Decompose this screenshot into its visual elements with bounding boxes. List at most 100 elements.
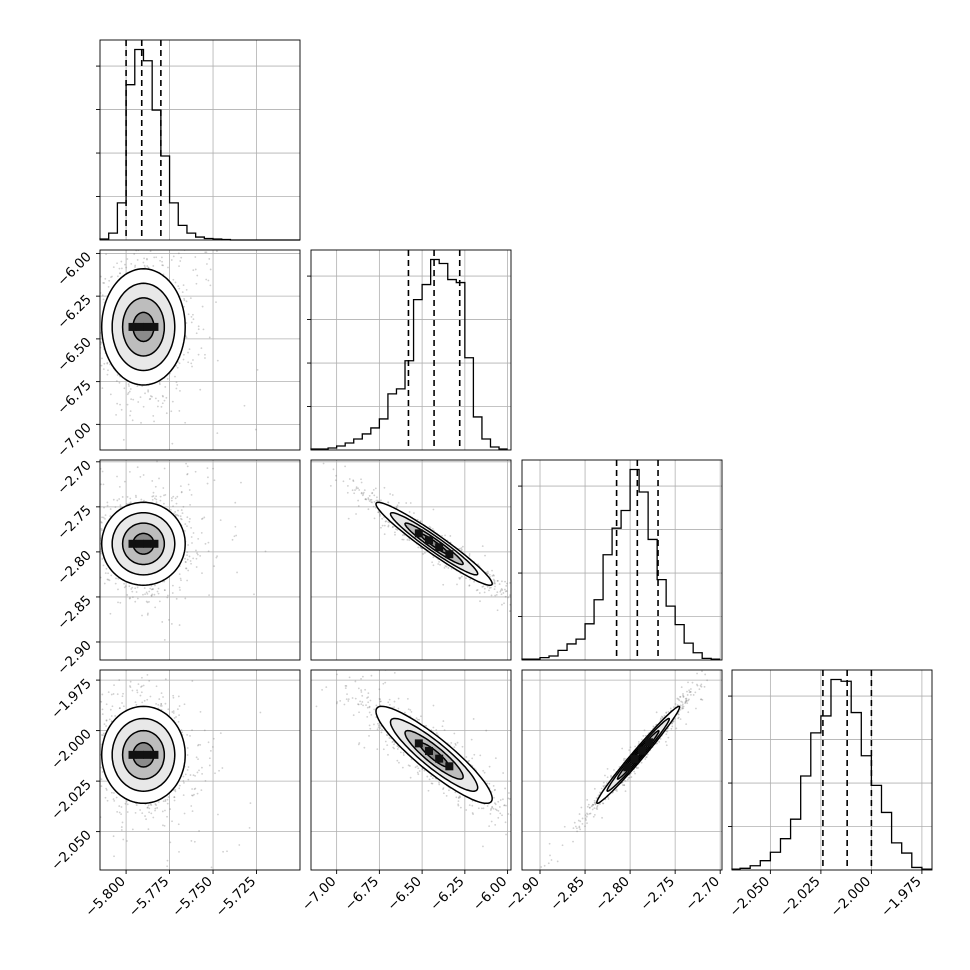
- sample-point: [96, 288, 98, 290]
- sample-point: [154, 803, 157, 805]
- sample-point: [173, 717, 176, 719]
- panel-frame: [310, 249, 512, 451]
- sample-point: [481, 586, 484, 588]
- sample-point: [208, 336, 211, 339]
- sample-point: [199, 388, 202, 391]
- sample-point: [101, 387, 104, 390]
- sample-point: [126, 840, 128, 842]
- sample-point: [560, 640, 562, 642]
- sample-point: [123, 582, 125, 585]
- sample-point: [100, 778, 103, 781]
- sample-point: [103, 506, 105, 509]
- sample-point: [90, 380, 92, 382]
- sample-point: [196, 792, 199, 795]
- sample-point: [93, 517, 95, 519]
- panel-frame: [99, 39, 301, 241]
- sample-point: [105, 567, 108, 570]
- sample-point: [178, 714, 180, 717]
- sample-point: [105, 475, 107, 477]
- sample-point: [88, 707, 90, 709]
- sample-point: [131, 419, 134, 422]
- sample-point: [118, 485, 121, 488]
- sample-point: [104, 572, 107, 575]
- sample-point: [458, 576, 461, 579]
- sample-point: [163, 580, 166, 583]
- sample-point: [408, 539, 411, 542]
- scatter-panel-0-1: [69, 249, 301, 477]
- sample-point: [119, 601, 122, 604]
- sample-point: [148, 811, 150, 814]
- sample-point: [206, 263, 208, 265]
- sample-point: [496, 609, 499, 612]
- sample-point: [96, 363, 98, 365]
- sample-point: [216, 432, 219, 435]
- sample-point: [199, 555, 202, 557]
- sample-point: [216, 555, 219, 558]
- sample-point: [201, 517, 204, 520]
- sample-point: [184, 773, 187, 776]
- sample-point: [164, 493, 167, 496]
- sample-point: [186, 473, 189, 475]
- sample-point: [189, 297, 192, 300]
- sample-point: [215, 301, 217, 304]
- sample-point: [499, 590, 502, 593]
- sample-point: [401, 538, 404, 541]
- sample-point: [174, 375, 176, 378]
- sample-point: [108, 718, 111, 721]
- sample-point: [160, 405, 163, 408]
- sample-point: [104, 277, 107, 280]
- sample-point: [444, 565, 447, 567]
- sample-point: [131, 590, 134, 593]
- sample-point: [180, 256, 183, 259]
- sample-point: [155, 703, 158, 705]
- sample-point: [177, 285, 180, 288]
- sample-point: [146, 257, 148, 260]
- sample-point: [535, 630, 537, 632]
- sample-point: [143, 264, 146, 267]
- sample-point: [456, 583, 458, 586]
- sample-point: [206, 650, 208, 652]
- sample-point: [154, 485, 157, 488]
- sample-point: [301, 450, 303, 452]
- sample-point: [103, 282, 106, 284]
- sample-point: [537, 595, 539, 597]
- sample-point: [367, 508, 370, 511]
- histogram-step: [731, 678, 932, 870]
- sample-point: [69, 376, 71, 378]
- sample-point: [597, 650, 599, 652]
- sample-point: [357, 487, 359, 490]
- panel-frame: [99, 249, 301, 451]
- sample-point: [531, 617, 533, 619]
- sample-point: [184, 557, 186, 560]
- sample-point: [144, 392, 146, 395]
- sample-point: [114, 715, 117, 717]
- sample-point: [134, 266, 136, 268]
- sample-point: [387, 525, 390, 528]
- sample-point: [387, 524, 390, 527]
- sample-point: [140, 421, 142, 424]
- sample-point: [360, 492, 363, 495]
- sample-point: [146, 601, 149, 604]
- sample-point: [129, 410, 132, 413]
- sample-point: [84, 540, 86, 542]
- sample-point: [152, 265, 155, 267]
- sample-point: [184, 421, 187, 424]
- sample-point: [207, 541, 210, 544]
- sample-point: [395, 505, 398, 508]
- sample-point: [175, 387, 178, 390]
- sample-point: [174, 513, 177, 516]
- sample-point: [120, 267, 123, 270]
- sample-point: [185, 567, 188, 570]
- sample-point: [157, 587, 160, 590]
- sample-point: [136, 259, 139, 261]
- sample-point: [102, 734, 104, 737]
- sample-point: [155, 495, 158, 498]
- sample-point: [353, 492, 356, 495]
- sample-point: [432, 508, 435, 511]
- sample-point: [160, 256, 163, 259]
- sample-point: [166, 802, 169, 805]
- sample-point: [513, 587, 515, 589]
- sample-point: [186, 558, 189, 561]
- sample-point: [134, 264, 137, 267]
- sample-point: [383, 524, 386, 527]
